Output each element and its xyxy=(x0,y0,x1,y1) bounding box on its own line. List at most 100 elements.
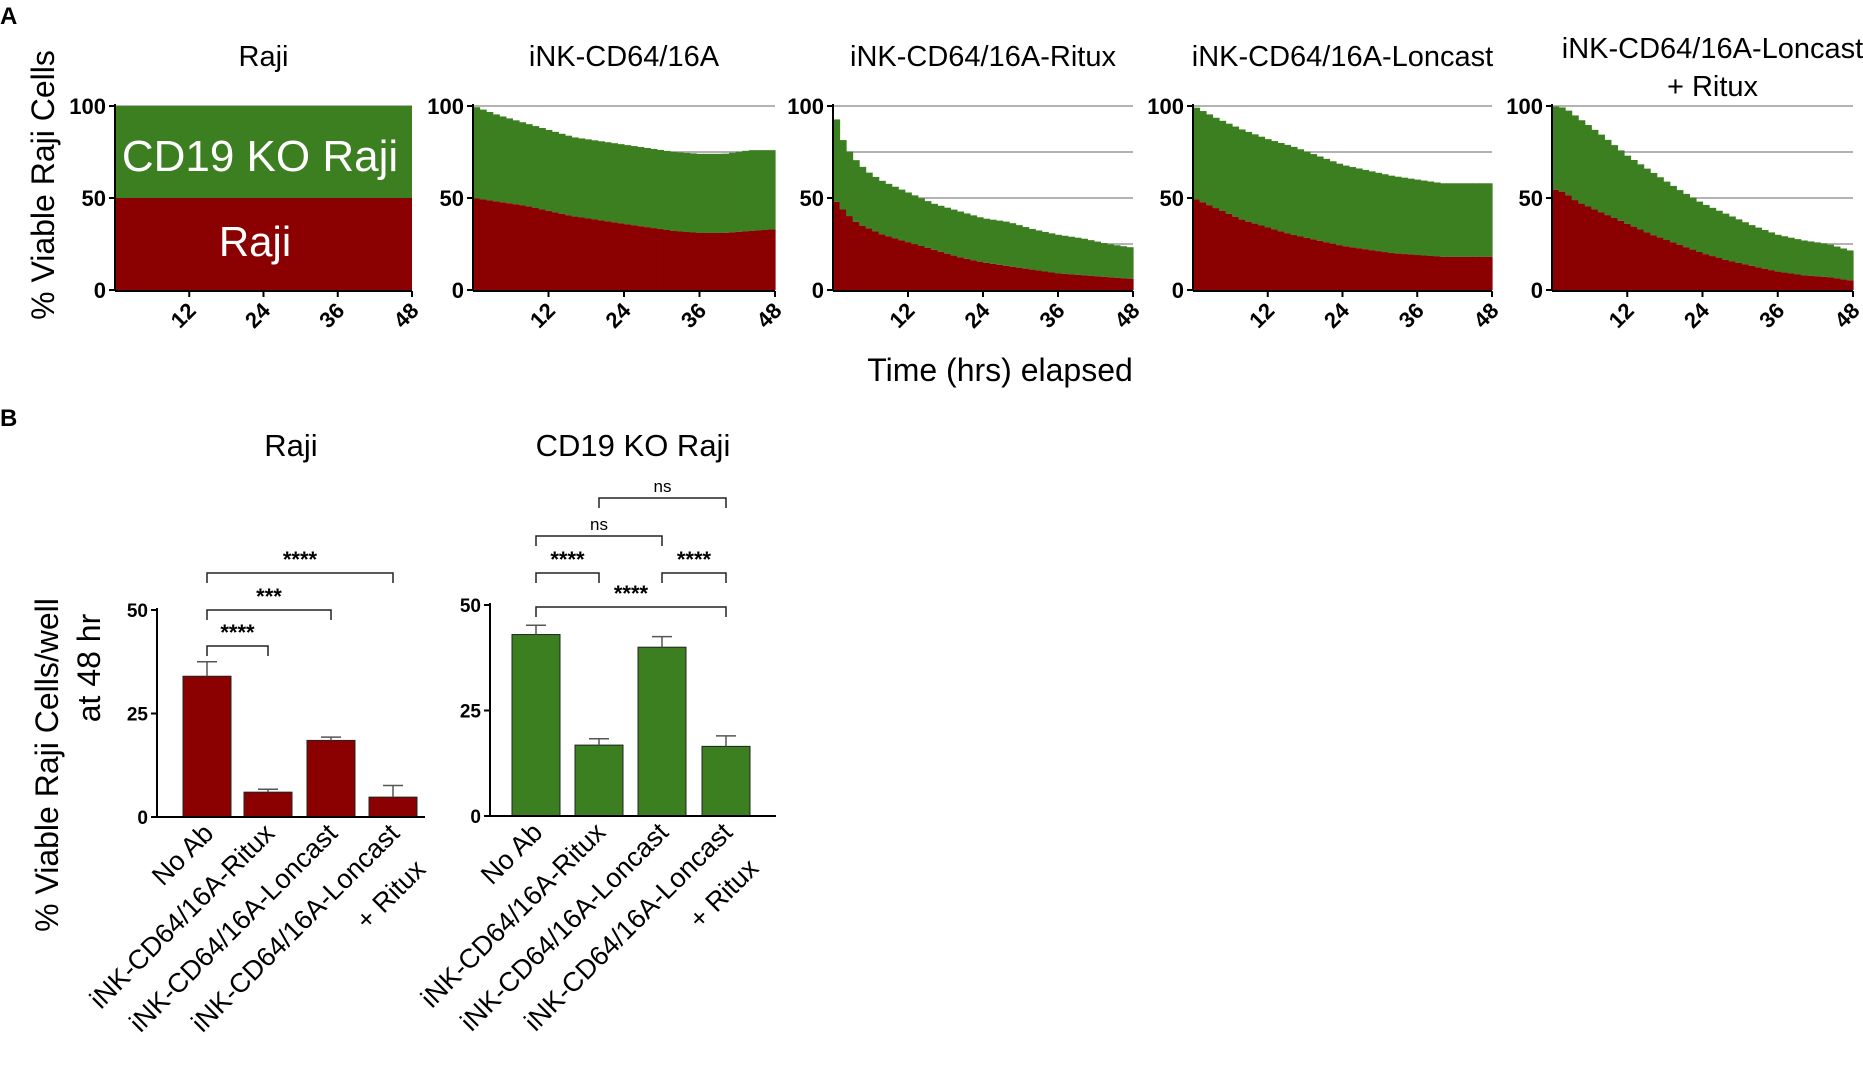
step-raji xyxy=(663,230,671,290)
step-raji xyxy=(911,244,919,290)
step-raji xyxy=(885,236,893,290)
step-raji xyxy=(1597,212,1605,290)
step-ko-raji xyxy=(1617,150,1625,221)
x-tick-label: 24 xyxy=(1679,297,1715,333)
step-raji xyxy=(1093,276,1101,290)
step-ko-raji xyxy=(1663,181,1671,240)
step-ko-raji xyxy=(564,135,573,216)
step-ko-raji xyxy=(610,143,619,223)
step-raji xyxy=(1571,200,1579,290)
x-tick-label: 36 xyxy=(676,298,711,333)
y-tick-label: 50 xyxy=(1160,186,1184,211)
step-ko-raji xyxy=(696,153,704,233)
step-raji xyxy=(545,210,553,290)
step-raji xyxy=(969,260,978,290)
step-ko-raji xyxy=(709,153,717,233)
y-tick-label: 50 xyxy=(127,601,148,622)
step-ko-raji xyxy=(1119,246,1128,279)
step-raji xyxy=(1290,235,1298,290)
step-ko-raji xyxy=(1709,207,1717,257)
step-raji xyxy=(1689,249,1697,290)
step-raji xyxy=(1650,235,1658,290)
step-ko-raji xyxy=(656,149,664,230)
step-ko-raji xyxy=(1643,168,1651,233)
step-raji xyxy=(505,203,513,290)
step-raji xyxy=(1258,225,1266,290)
step-raji xyxy=(1728,261,1736,290)
x-tick-label: 24 xyxy=(601,297,637,333)
step-raji xyxy=(1206,205,1214,290)
step-ko-raji xyxy=(1035,230,1043,271)
step-ko-raji xyxy=(950,209,958,256)
step-raji xyxy=(956,257,965,290)
significance-bracket: ns xyxy=(598,477,727,508)
step-raji xyxy=(551,212,559,290)
step-ko-raji xyxy=(1695,201,1704,252)
step-ko-raji xyxy=(963,213,971,259)
step-raji xyxy=(1002,265,1010,290)
step-ko-raji xyxy=(1741,222,1749,265)
step-ko-raji xyxy=(872,176,880,232)
step-raji xyxy=(709,232,717,290)
x-tick-label: 24 xyxy=(960,297,996,333)
step-raji xyxy=(1472,256,1480,290)
step-raji xyxy=(1669,242,1677,290)
step-ko-raji xyxy=(1807,241,1815,276)
step-ko-raji xyxy=(1271,141,1279,230)
step-raji xyxy=(1787,273,1795,290)
step-raji xyxy=(1232,216,1240,290)
step-raji xyxy=(1193,199,1201,290)
step-ko-raji xyxy=(1388,175,1396,254)
step-ko-raji xyxy=(1591,129,1599,210)
step-raji xyxy=(1100,276,1108,290)
step-ko-raji xyxy=(1054,234,1062,274)
significance-label: **** xyxy=(614,581,649,606)
step-ko-raji xyxy=(1310,154,1318,240)
step-raji xyxy=(1264,227,1272,290)
step-raji xyxy=(989,263,997,290)
step-ko-raji xyxy=(1689,197,1697,250)
step-raji xyxy=(1407,254,1415,290)
step-raji xyxy=(1238,219,1246,290)
step-ko-raji xyxy=(1355,168,1363,249)
chart-title: Raji xyxy=(264,428,317,463)
step-raji xyxy=(597,220,605,290)
step-raji xyxy=(1565,195,1573,290)
step-raji xyxy=(1630,226,1638,290)
step-ko-raji xyxy=(1682,193,1691,248)
step-ko-raji xyxy=(604,142,612,222)
step-ko-raji xyxy=(1199,111,1207,203)
step-raji xyxy=(578,217,586,290)
y-tick-label: 50 xyxy=(440,186,464,211)
x-tick-label: 24 xyxy=(1319,297,1355,333)
step-ko-raji xyxy=(1316,156,1324,241)
bar xyxy=(306,739,356,818)
step-ko-raji xyxy=(1375,172,1383,252)
step-raji xyxy=(1813,276,1821,290)
step-raji xyxy=(1199,202,1207,290)
step-ko-raji xyxy=(1584,125,1592,207)
step-ko-raji xyxy=(891,186,899,239)
step-ko-raji xyxy=(1774,234,1782,272)
bracket-line xyxy=(535,606,727,617)
step-ko-raji xyxy=(1565,110,1573,196)
step-ko-raji xyxy=(1100,243,1108,277)
step-ko-raji xyxy=(1558,107,1566,192)
step-ko-raji xyxy=(1336,163,1344,246)
step-ko-raji xyxy=(532,126,540,208)
step-ko-raji xyxy=(584,139,592,219)
significance-label: *** xyxy=(256,584,282,609)
step-raji xyxy=(1682,247,1691,290)
bracket-line xyxy=(206,645,269,656)
step-raji xyxy=(1846,280,1854,290)
step-raji xyxy=(1637,229,1645,290)
step-ko-raji xyxy=(571,137,579,217)
step-raji xyxy=(1067,274,1075,290)
step-raji xyxy=(1087,275,1095,290)
x-tick-label: 36 xyxy=(1035,298,1070,333)
panel-b-ylabel-line2: at 48 hr xyxy=(71,613,107,722)
step-ko-raji xyxy=(1794,239,1802,275)
panel-a-label: A xyxy=(0,3,17,30)
step-ko-raji xyxy=(1126,247,1134,279)
